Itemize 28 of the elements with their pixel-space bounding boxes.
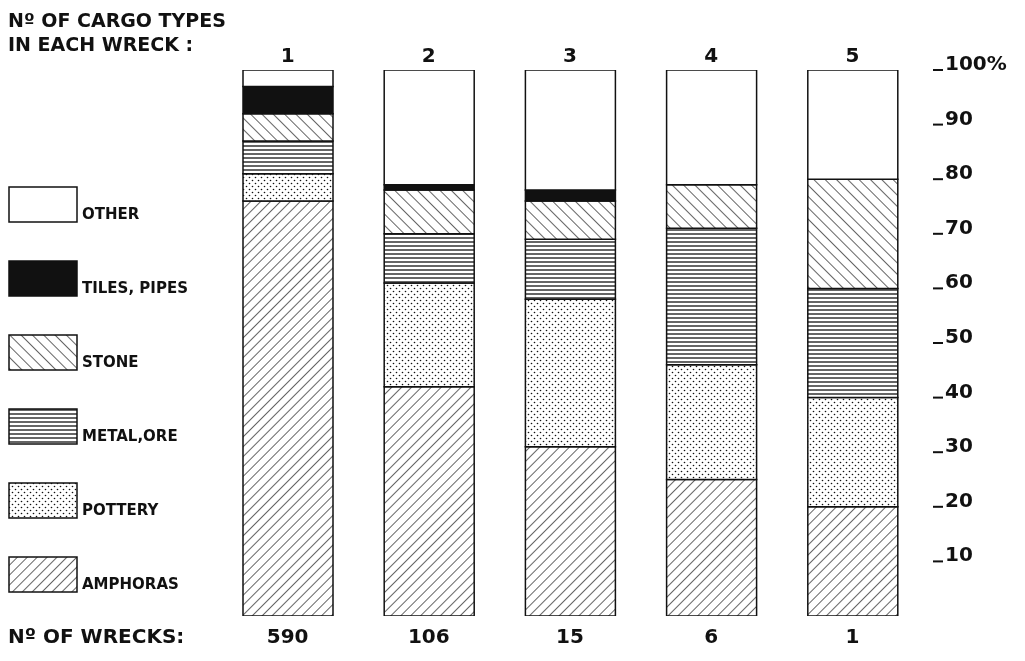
legend-label: STONE	[82, 353, 139, 371]
legend-label: TILES, PIPES	[82, 279, 188, 297]
legend-label: METAL,ORE	[82, 427, 178, 445]
text: 590	[265, 624, 310, 648]
y-tick-label: 20	[945, 487, 973, 512]
text: 106	[406, 624, 451, 648]
x-tick-label: 5	[845, 43, 860, 67]
y-tick-label: 30	[945, 433, 973, 458]
y-tick-label: 60	[945, 269, 973, 294]
x-axis-title: Nº OF CARGO TYPES IN EACH WRECK :	[8, 8, 227, 56]
y-tick-label: 70	[945, 214, 973, 239]
y-tick-label: 10	[945, 542, 973, 567]
y-tick-label: 100%	[945, 51, 1007, 75]
y-tick-label: 40	[945, 378, 973, 403]
y-tick-label: 90	[945, 105, 973, 130]
legend-label: AMPHORAS	[82, 575, 179, 593]
text: 6	[703, 624, 720, 648]
x-tick-label: 1	[280, 43, 295, 67]
y-tick-label: 80	[945, 160, 973, 185]
x-tick-label: 2	[421, 43, 436, 67]
legend-label: POTTERY	[82, 501, 159, 519]
x-tick-label: 4	[704, 43, 719, 67]
y-tick-label: 50	[945, 324, 973, 348]
text: Nº OF WRECKS:	[8, 624, 185, 648]
legend-label: OTHER	[82, 205, 140, 223]
x-tick-label: 3	[563, 43, 577, 67]
text: 15	[555, 624, 585, 648]
text: 1	[844, 624, 861, 648]
